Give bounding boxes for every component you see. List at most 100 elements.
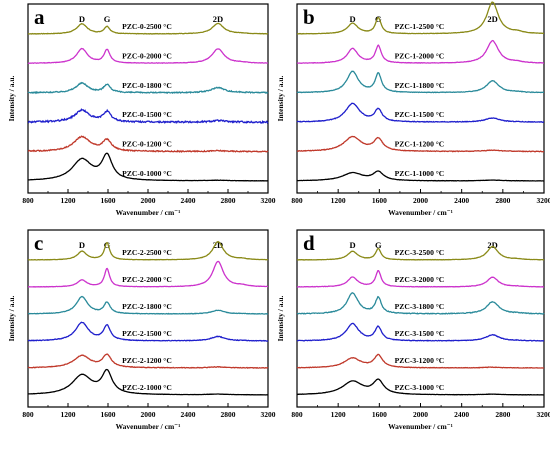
- spectrum-a-3: [27, 108, 269, 125]
- peak-label-g: G: [104, 14, 111, 24]
- x-tick-label: 800: [291, 410, 303, 419]
- peak-label-d: D: [79, 14, 85, 24]
- x-tick-label: 2800: [221, 196, 236, 205]
- y-axis-title: Intensity / a.u.: [7, 295, 16, 341]
- spectrum-b-5: [296, 170, 544, 182]
- x-tick-label: 1600: [101, 196, 116, 205]
- x-tick-label: 3200: [537, 196, 550, 205]
- x-tick-label: 2400: [454, 196, 469, 205]
- spectrum-b-2: [296, 70, 544, 94]
- peak-label-2d: 2D: [487, 240, 497, 250]
- y-axis-title: Intensity / a.u.: [7, 75, 16, 121]
- spectrum-a-4: [27, 135, 269, 153]
- series-label: PZC-2-1800 °C: [122, 302, 172, 311]
- peak-label-d: D: [350, 14, 356, 24]
- x-tick-label: 1600: [101, 410, 116, 419]
- series-label: PZC-1-1000 °C: [395, 169, 445, 178]
- panel-b: 800 1200 1600 2000 2400 2800 3200 Wavenumber / …: [276, 1, 550, 217]
- x-tick-label: 1200: [331, 196, 346, 205]
- x-tick-label: 2000: [141, 410, 156, 419]
- x-tick-label: 800: [291, 196, 303, 205]
- spectrum-a-1: [27, 47, 269, 65]
- series-label: PZC-2-1000 °C: [122, 383, 172, 392]
- x-axis-title: Wavenumber / cm⁻¹: [388, 208, 453, 217]
- spectrum-d-2: [296, 292, 545, 315]
- x-tick-label: 2400: [181, 410, 196, 419]
- spectrum-d-5: [296, 378, 545, 396]
- x-tick-label: 1200: [331, 410, 346, 419]
- spectrum-c-2: [28, 295, 269, 315]
- series-label: PZC-1-1200 °C: [395, 140, 445, 149]
- series-label: PZC-0-2000 °C: [122, 51, 172, 60]
- series-label: PZC-3-2000 °C: [395, 275, 445, 284]
- spectrum-c-1: [27, 260, 269, 288]
- series-label: PZC-0-2500 °C: [122, 22, 172, 31]
- series-label: PZC-2-1500 °C: [122, 329, 172, 338]
- x-tick-label: 2000: [141, 196, 156, 205]
- spectrum-d-1: [296, 270, 545, 288]
- panel-letter: b: [303, 5, 315, 29]
- spectrum-c-3: [27, 321, 269, 342]
- series-label: PZC-0-1200 °C: [122, 140, 172, 149]
- spectrum-d-0: [296, 245, 545, 261]
- spectrum-d-3: [296, 322, 545, 342]
- spectrum-b-3: [296, 102, 544, 123]
- y-axis-title: Intensity / a.u.: [276, 295, 285, 341]
- x-tick-label: 3200: [261, 196, 276, 205]
- spectrum-d-4: [296, 353, 545, 369]
- peak-label-2d: 2D: [487, 14, 497, 24]
- series-label: PZC-3-1200 °C: [395, 356, 445, 365]
- spectrum-a-5: [27, 152, 269, 182]
- x-axis-title: Wavenumber / cm⁻¹: [388, 422, 453, 431]
- panel-letter: a: [34, 5, 45, 29]
- peak-label-2d: 2D: [213, 240, 223, 250]
- peak-label-d: D: [79, 240, 85, 250]
- x-tick-label: 2000: [413, 196, 428, 205]
- x-axis-title: Wavenumber / cm⁻¹: [116, 208, 181, 217]
- series-label: PZC-3-1500 °C: [395, 329, 445, 338]
- spectrum-c-0: [27, 240, 269, 261]
- spectrum-c-5: [28, 368, 269, 396]
- spectrum-c-4: [27, 353, 269, 369]
- peak-label-g: G: [104, 240, 111, 250]
- peak-label-d: D: [350, 240, 356, 250]
- spectrum-b-1: [296, 39, 544, 64]
- x-tick-label: 2800: [221, 410, 236, 419]
- series-label: PZC-2-2500 °C: [122, 248, 172, 257]
- series-label: PZC-1-2000 °C: [395, 51, 445, 60]
- series-label: PZC-1-1800 °C: [395, 81, 445, 90]
- x-tick-label: 3200: [537, 410, 550, 419]
- x-tick-label: 1200: [61, 410, 76, 419]
- x-tick-label: 800: [22, 410, 34, 419]
- series-label: PZC-3-1800 °C: [395, 302, 445, 311]
- spectrum-a-0: [28, 22, 269, 35]
- series-label: PZC-1-2500 °C: [395, 22, 445, 31]
- series-label: PZC-0-1500 °C: [122, 110, 172, 119]
- x-tick-label: 2400: [454, 410, 469, 419]
- x-tick-label: 1600: [372, 410, 387, 419]
- series-label: PZC-0-1800 °C: [122, 81, 172, 90]
- x-tick-label: 2000: [413, 410, 428, 419]
- series-label: PZC-2-2000 °C: [122, 275, 172, 284]
- spectrum-b-0: [296, 1, 544, 35]
- series-label: PZC-3-1000 °C: [395, 383, 445, 392]
- panel-letter: d: [303, 231, 315, 255]
- x-tick-label: 3200: [261, 410, 276, 419]
- x-tick-label: 2800: [495, 196, 510, 205]
- spectrum-a-2: [27, 81, 269, 95]
- series-label: PZC-1-1500 °C: [395, 110, 445, 119]
- panel-a: 800 1200 1600 2000 2400 2800 3200 Wavenumber / …: [7, 3, 276, 217]
- series-label: PZC-3-2500 °C: [395, 248, 445, 257]
- x-tick-label: 1600: [372, 196, 387, 205]
- x-axis-title: Wavenumber / cm⁻¹: [116, 422, 181, 431]
- x-tick-label: 2400: [181, 196, 196, 205]
- series-label: PZC-2-1200 °C: [122, 356, 172, 365]
- x-tick-label: 2800: [495, 410, 510, 419]
- series-label: PZC-0-1000 °C: [122, 169, 172, 178]
- peak-label-g: G: [375, 240, 382, 250]
- panel-letter: c: [34, 231, 43, 255]
- x-tick-label: 800: [22, 196, 34, 205]
- panel-c: 800 1200 1600 2000 2400 2800 3200 Wavenumber / …: [7, 229, 276, 431]
- peak-label-2d: 2D: [213, 14, 223, 24]
